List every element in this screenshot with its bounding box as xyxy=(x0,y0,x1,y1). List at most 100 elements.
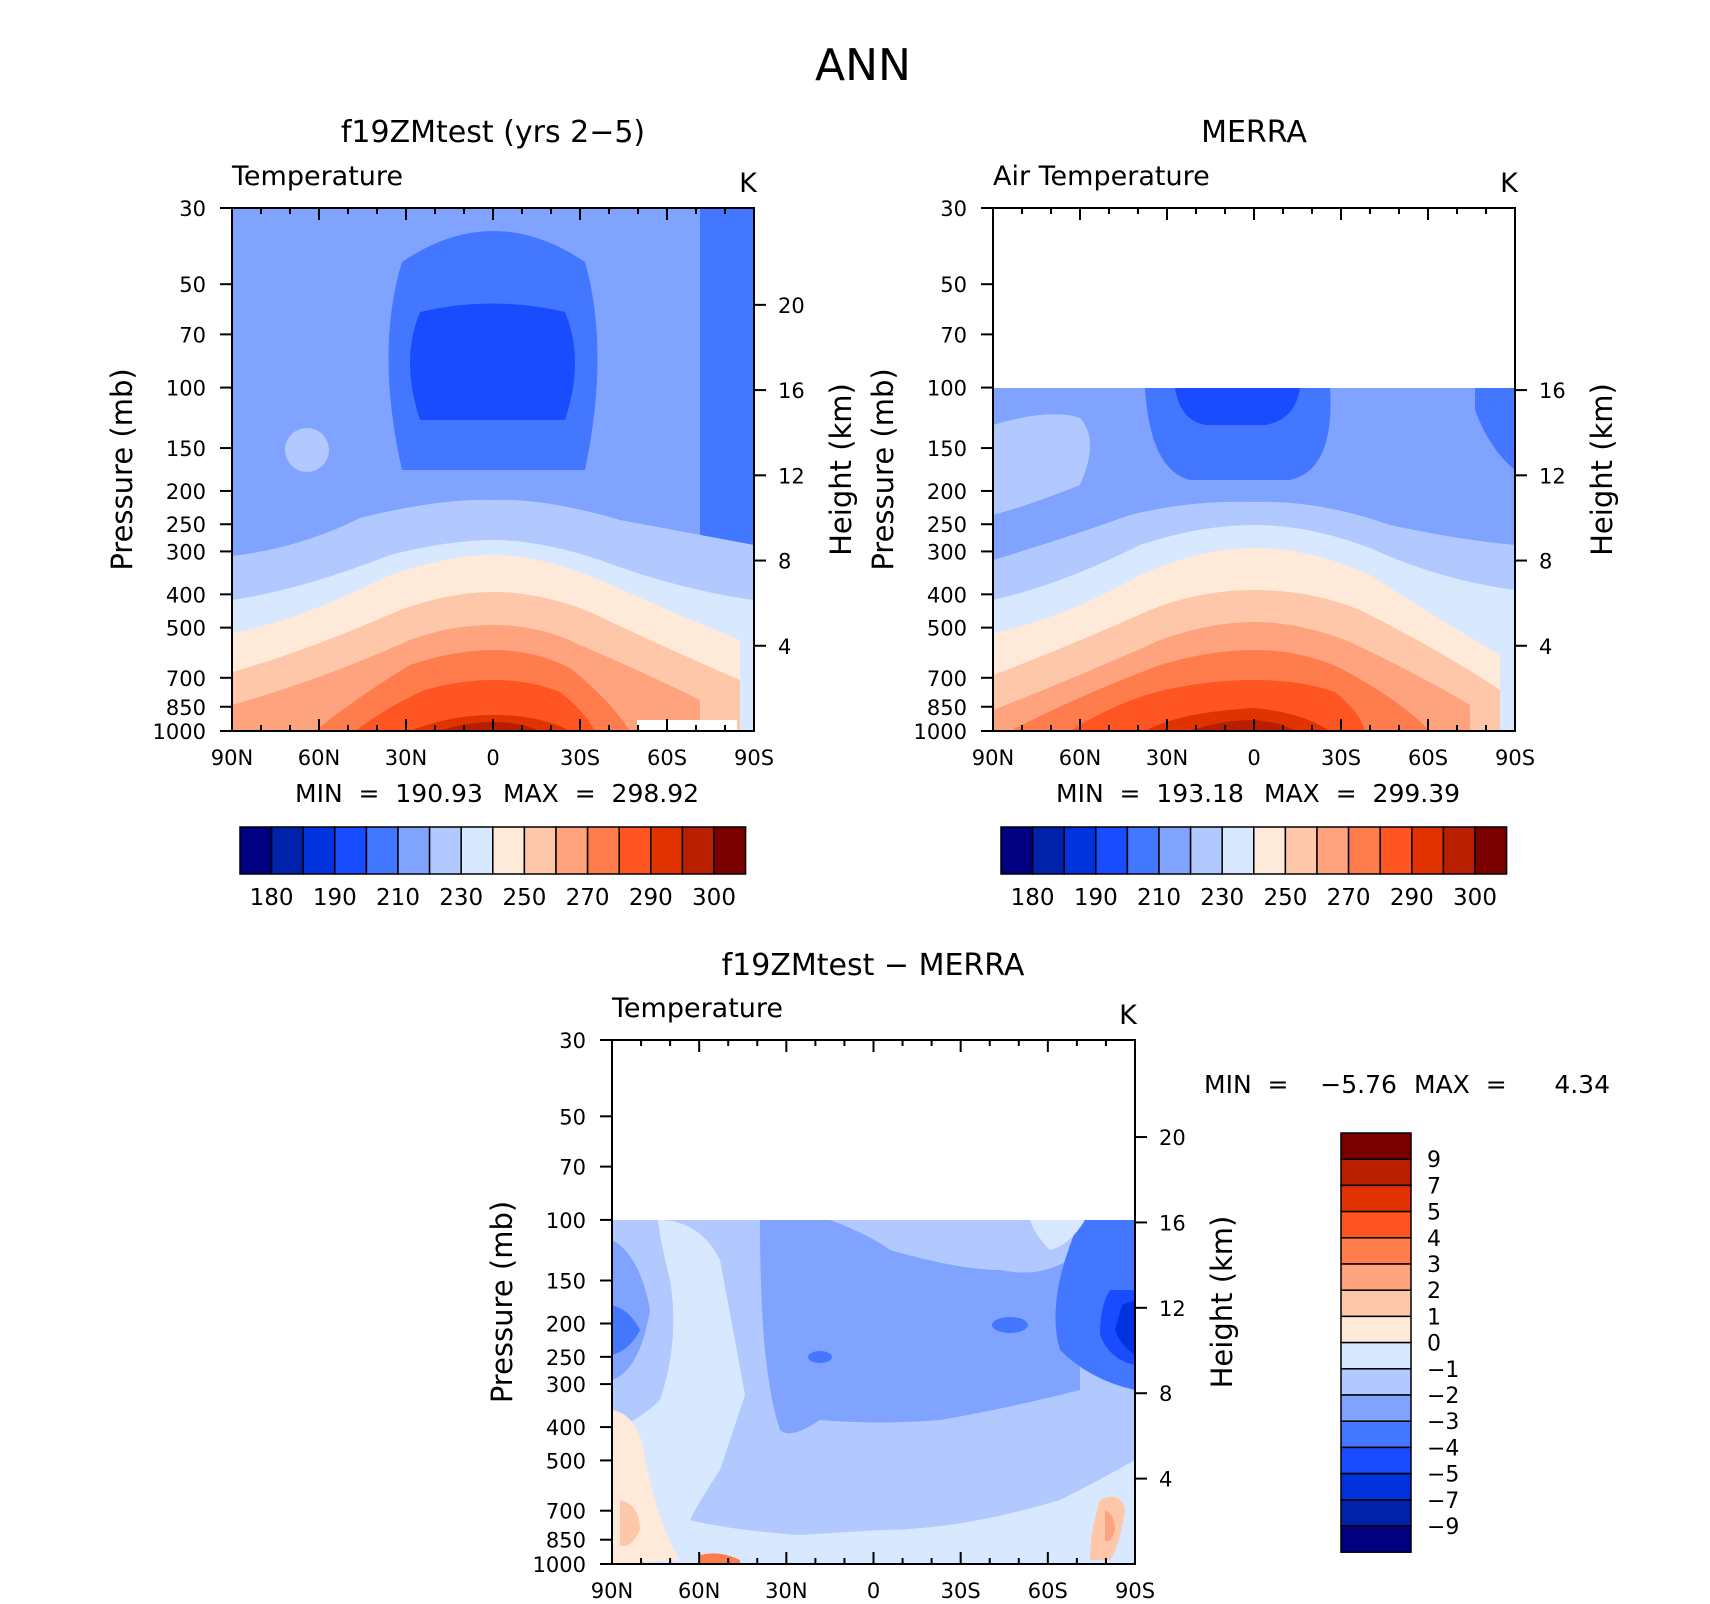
colorbar-swatch xyxy=(1442,826,1476,875)
colorbar-swatch xyxy=(1063,826,1097,875)
y-tick-label: 300 xyxy=(927,540,967,564)
colorbar-swatch xyxy=(681,826,715,875)
contour-field xyxy=(993,388,1515,731)
y-axis-title: Pressure (mb) xyxy=(866,368,900,570)
y2-tick-label: 4 xyxy=(778,635,791,659)
y-tick-label: 850 xyxy=(546,1529,586,1553)
y2-tick-label: 4 xyxy=(1159,1468,1172,1492)
x-tick-label: 60N xyxy=(1059,746,1101,770)
y2-tick-label: 16 xyxy=(778,379,805,403)
contour-band xyxy=(410,303,575,420)
axes: 90N 60N 30N 0 30S 60S 90S 30 50 70 100 150 200 250 300… xyxy=(105,197,858,770)
panel-merra: MERRA Air Temperature K 90N 60N 30N 0 30S 60S… xyxy=(866,115,1619,911)
y-tick-label: 700 xyxy=(166,667,206,691)
panel-variable: Temperature xyxy=(231,161,403,192)
x-tick-label: 30N xyxy=(385,746,427,770)
contour-field xyxy=(612,1220,1135,1564)
x-tick-label: 90N xyxy=(591,1579,633,1600)
y-tick-label: 200 xyxy=(546,1312,586,1336)
colorbar-label: −2 xyxy=(1427,1384,1459,1409)
panel-title: f19ZMtest (yrs 2−5) xyxy=(341,115,645,150)
colorbar-swatch xyxy=(428,826,462,875)
colorbar: 180 190 210 230 250 270 290 300 xyxy=(1000,826,1508,911)
contour-band xyxy=(620,1500,640,1546)
y-tick-label: 400 xyxy=(166,583,206,607)
y-tick-label: 30 xyxy=(179,197,206,221)
max-label: MAX = 4.34 xyxy=(1414,1070,1610,1099)
colorbar-swatch xyxy=(239,826,273,875)
colorbar-swatch xyxy=(1340,1210,1412,1239)
colorbar-swatch xyxy=(713,826,747,875)
y-tick-label: 700 xyxy=(546,1500,586,1524)
panel-title: MERRA xyxy=(1201,115,1307,150)
x-tick-label: 60N xyxy=(298,746,340,770)
colorbar-swatch xyxy=(1253,826,1287,875)
panel-units: K xyxy=(1500,168,1519,199)
contour-band xyxy=(700,208,754,548)
x-tick-label: 90S xyxy=(734,746,774,770)
contour-band xyxy=(760,1220,1080,1434)
colorbar-label: 180 xyxy=(1011,885,1055,911)
y-tick-label: 200 xyxy=(166,480,206,504)
colorbar-label: 290 xyxy=(1390,885,1434,911)
panel-units: K xyxy=(1119,1000,1138,1031)
colorbar-label: 210 xyxy=(1137,885,1181,911)
colorbar-swatch xyxy=(1031,826,1065,875)
colorbar-swatch xyxy=(270,826,304,875)
colorbar-swatch xyxy=(555,826,589,875)
colorbar-label: 230 xyxy=(439,885,483,911)
y-tick-label: 50 xyxy=(179,273,206,297)
colorbar-label: −4 xyxy=(1427,1436,1459,1461)
y-tick-label: 250 xyxy=(927,513,967,537)
contour-band xyxy=(1115,1300,1135,1355)
x-tick-label: 90N xyxy=(211,746,253,770)
colorbar-swatch xyxy=(1340,1263,1412,1291)
y-axis-title: Pressure (mb) xyxy=(485,1201,519,1403)
contour-band xyxy=(808,1351,832,1363)
colorbar-swatch xyxy=(1474,826,1508,875)
y-tick-label: 70 xyxy=(940,323,967,347)
colorbar-swatch xyxy=(523,826,557,875)
colorbar-swatch xyxy=(1340,1237,1412,1265)
colorbar-swatch xyxy=(1347,826,1381,875)
x-tick-label: 30N xyxy=(765,1579,807,1600)
page-title: ANN xyxy=(815,40,911,91)
x-tick-label: 30N xyxy=(1146,746,1188,770)
x-tick-label: 90N xyxy=(972,746,1014,770)
colorbar-label: 190 xyxy=(1074,885,1118,911)
colorbar-swatch xyxy=(1221,826,1255,875)
x-tick-label: 90S xyxy=(1495,746,1535,770)
colorbar-label: 290 xyxy=(629,885,673,911)
y-tick-label: 100 xyxy=(927,377,967,401)
x-tick-label: 30S xyxy=(560,746,600,770)
x-tick-label: 60N xyxy=(678,1579,720,1600)
y-tick-label: 150 xyxy=(166,437,206,461)
contour-band xyxy=(1105,1510,1115,1542)
y-tick-label: 50 xyxy=(559,1105,586,1129)
x-tick-label: 60S xyxy=(1028,1579,1068,1600)
colorbar-label: 2 xyxy=(1427,1279,1441,1304)
colorbar-label: 190 xyxy=(313,885,357,911)
contour-band xyxy=(1030,1220,1085,1250)
panel-units: K xyxy=(739,168,758,199)
x-tick-label: 60S xyxy=(647,746,687,770)
colorbar-label: 5 xyxy=(1427,1201,1441,1226)
colorbar-label: 0 xyxy=(1427,1332,1441,1357)
colorbar: 180 190 210 230 250 270 290 300 xyxy=(239,826,747,911)
y-tick-label: 150 xyxy=(546,1270,586,1294)
colorbar-label: 180 xyxy=(250,885,294,911)
colorbar-label: −5 xyxy=(1427,1463,1459,1488)
contour-field xyxy=(232,208,754,731)
colorbar-label: 300 xyxy=(692,885,736,911)
colorbar-swatch xyxy=(1095,826,1129,875)
colorbar-swatch xyxy=(1316,826,1350,875)
y-tick-label: 1000 xyxy=(153,720,206,744)
y2-tick-label: 20 xyxy=(778,294,805,318)
y-tick-label: 850 xyxy=(166,696,206,720)
colorbar-swatch xyxy=(1340,1525,1412,1553)
colorbar-swatch xyxy=(460,826,494,875)
y2-tick-label: 20 xyxy=(1159,1126,1186,1150)
contour-band xyxy=(355,680,595,731)
max-label: MAX = 299.39 xyxy=(1264,779,1460,808)
